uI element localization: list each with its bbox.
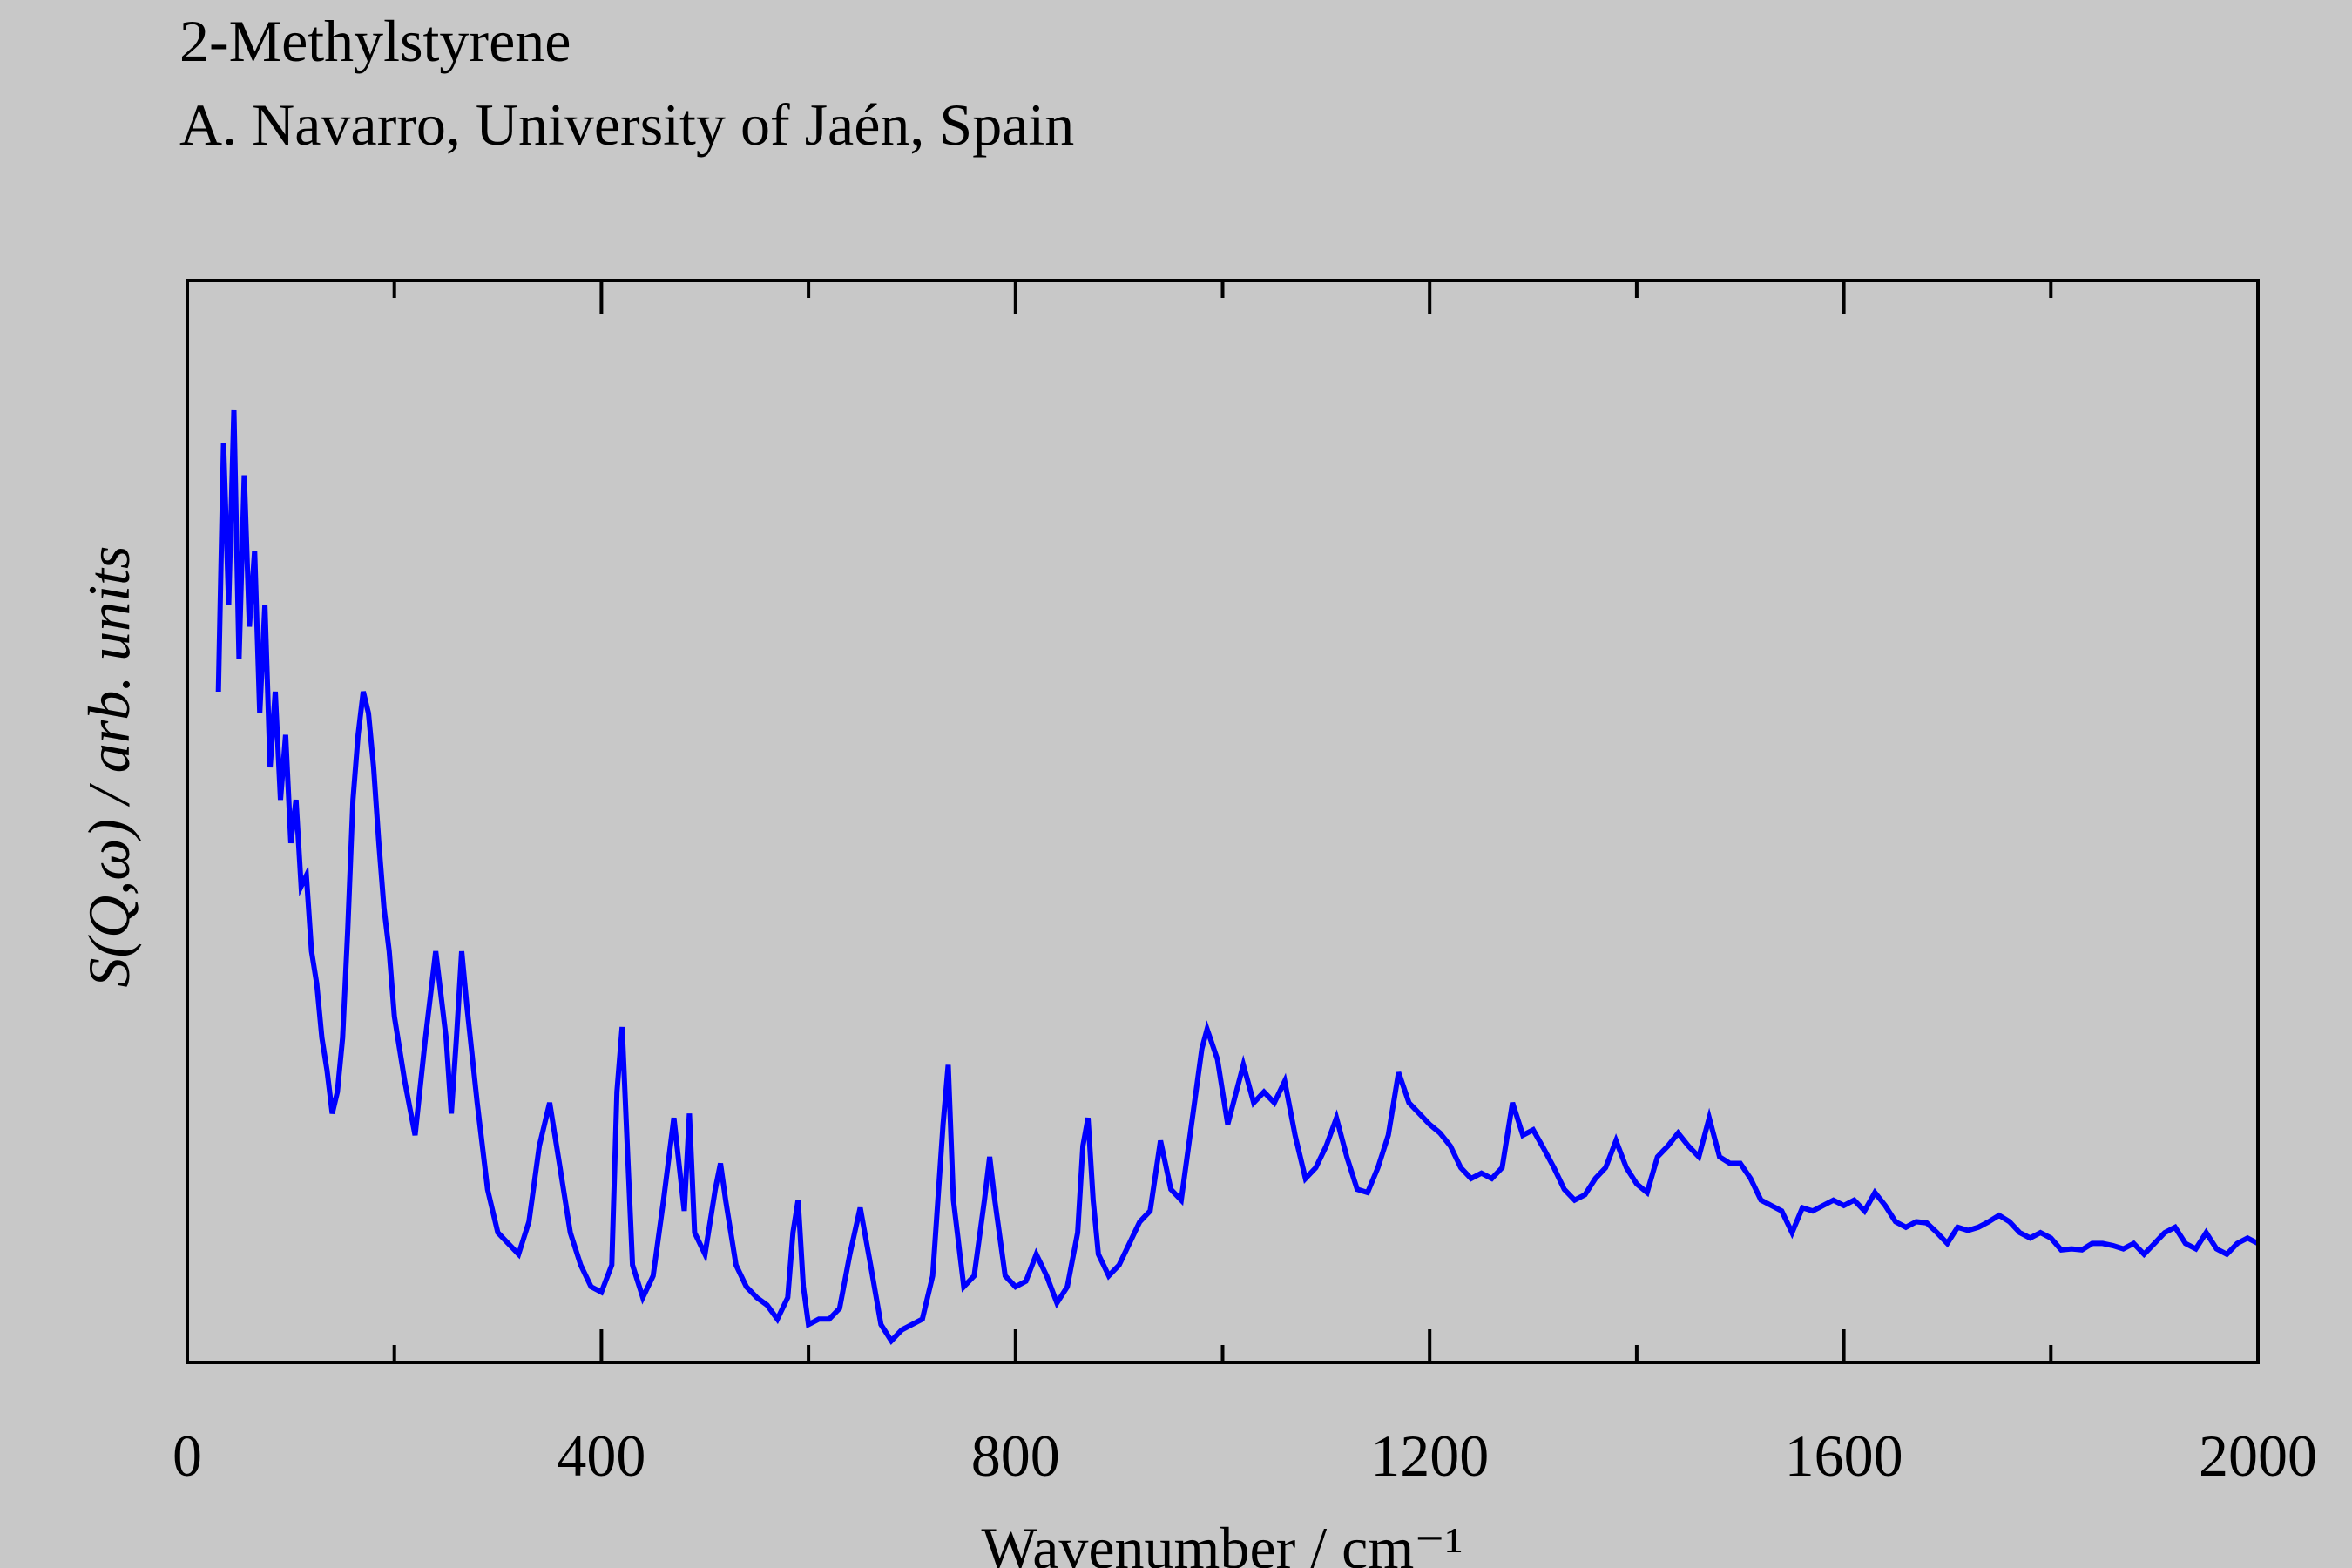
- x-tick-label: 2000: [2199, 1423, 2317, 1489]
- spectrum-line: [215, 409, 2260, 1346]
- x-tick-label: 1200: [1370, 1423, 1489, 1489]
- x-tick-label: 800: [971, 1423, 1060, 1489]
- x-tick-label: 1600: [1785, 1423, 1903, 1489]
- chart-title: 2-Methylstyrene: [179, 8, 571, 74]
- y-axis-label: S(Q,ω) / arb. units: [76, 545, 142, 987]
- x-tick-label: 400: [557, 1423, 645, 1489]
- x-tick-label: 0: [172, 1423, 202, 1489]
- x-axis-label: Wavenumber / cm⁻¹: [981, 1515, 1463, 1568]
- chart-subtitle: A. Navarro, University of Jaén, Spain: [179, 91, 1074, 158]
